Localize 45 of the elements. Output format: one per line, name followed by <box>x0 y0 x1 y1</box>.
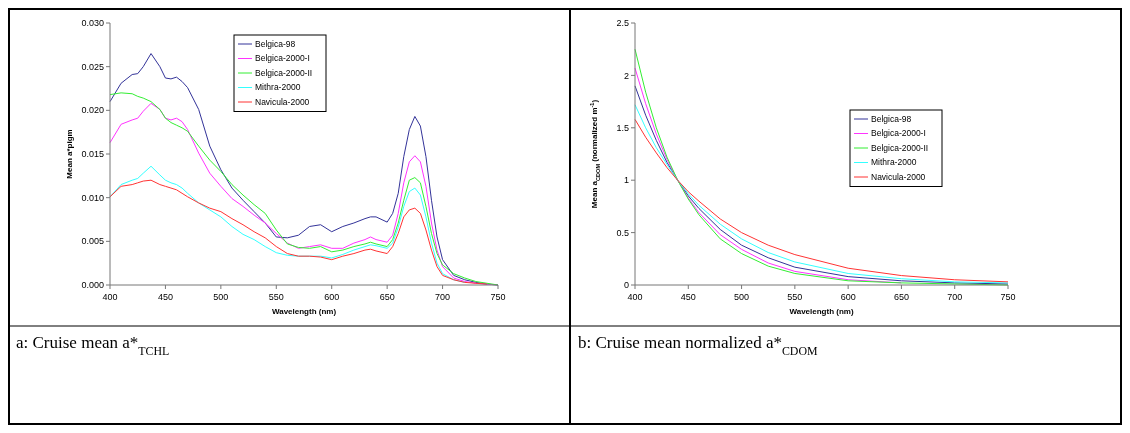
x-tick-label: 450 <box>157 292 173 302</box>
legend-label: Belgica-2000-I <box>255 53 310 64</box>
legend-label: Belgica-98 <box>871 113 912 124</box>
x-tick-label: 750 <box>490 292 506 302</box>
x-axis-title: Wavelength (nm) <box>789 307 854 316</box>
x-tick-label: 750 <box>1000 292 1016 302</box>
x-tick-label: 450 <box>680 292 696 302</box>
x-tick-label: 500 <box>213 292 229 302</box>
legend-label: Belgica-98 <box>255 38 296 49</box>
x-tick-label: 700 <box>947 292 963 302</box>
x-tick-label: 650 <box>893 292 909 302</box>
y-tick-label: 0.025 <box>81 61 104 72</box>
x-tick-label: 500 <box>734 292 750 302</box>
y-tick-label: 0.030 <box>81 18 104 29</box>
legend-label: Belgica-2000-II <box>255 67 313 78</box>
y-tick-label: 0.010 <box>81 192 104 203</box>
y-tick-label: 0.020 <box>81 105 104 116</box>
legend-label: Belgica-2000-II <box>871 142 929 153</box>
legend-label: Mithra-2000 <box>255 82 301 93</box>
y-tick-label: 0.015 <box>81 149 104 160</box>
y-tick-label: 2.5 <box>616 18 629 29</box>
x-tick-label: 600 <box>840 292 856 302</box>
y-tick-label: 0.005 <box>81 236 104 247</box>
legend-label: Mithra-2000 <box>871 157 917 168</box>
y-tick-label: 0.000 <box>81 280 104 291</box>
x-tick-label: 550 <box>787 292 803 302</box>
y-tick-label: 0.5 <box>616 227 629 238</box>
legend-label: Navicula-2000 <box>255 96 310 107</box>
legend-label: Belgica-2000-I <box>871 128 926 139</box>
y-axis-title: Mean a*pigm <box>65 129 74 179</box>
y-tick-label: 0 <box>623 280 629 291</box>
x-tick-label: 400 <box>627 292 643 302</box>
x-tick-label: 650 <box>379 292 395 302</box>
x-axis-title: Wavelength (nm) <box>271 307 337 316</box>
line-series <box>109 179 488 285</box>
x-tick-label: 400 <box>102 292 118 302</box>
text: a: Cruise mean a*$_{TCHL}$ <box>16 333 170 358</box>
y-tick-label: 2 <box>623 70 629 81</box>
legend-label: Navicula-2000 <box>871 171 926 182</box>
x-tick-label: 600 <box>324 292 340 302</box>
y-tick-label: 1.5 <box>616 122 629 133</box>
y-tick-label: 1 <box>623 175 629 186</box>
x-tick-label: 700 <box>435 292 451 302</box>
text: b: Cruise mean normalized a*$_{CDOM}$ <box>578 333 819 358</box>
x-tick-label: 550 <box>268 292 284 302</box>
